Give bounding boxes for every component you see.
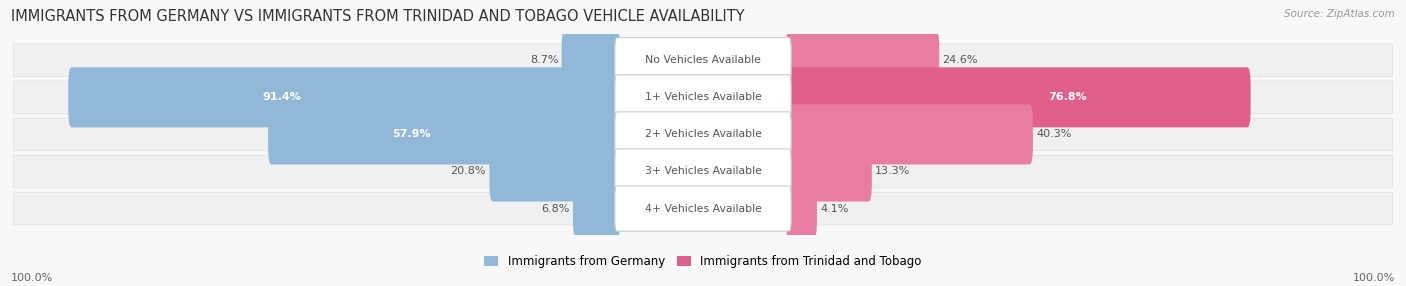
FancyBboxPatch shape: [489, 142, 620, 202]
FancyBboxPatch shape: [614, 38, 792, 83]
Text: 100.0%: 100.0%: [11, 273, 53, 283]
FancyBboxPatch shape: [614, 186, 792, 231]
FancyBboxPatch shape: [561, 30, 620, 90]
Text: 40.3%: 40.3%: [1036, 130, 1071, 139]
Text: 13.3%: 13.3%: [875, 166, 911, 176]
Text: IMMIGRANTS FROM GERMANY VS IMMIGRANTS FROM TRINIDAD AND TOBAGO VEHICLE AVAILABIL: IMMIGRANTS FROM GERMANY VS IMMIGRANTS FR…: [11, 9, 745, 23]
Text: 76.8%: 76.8%: [1049, 92, 1087, 102]
Legend: Immigrants from Germany, Immigrants from Trinidad and Tobago: Immigrants from Germany, Immigrants from…: [479, 250, 927, 273]
FancyBboxPatch shape: [14, 118, 1392, 151]
Text: No Vehicles Available: No Vehicles Available: [645, 55, 761, 65]
Text: 4+ Vehicles Available: 4+ Vehicles Available: [644, 204, 762, 214]
Text: 2+ Vehicles Available: 2+ Vehicles Available: [644, 130, 762, 139]
Text: 24.6%: 24.6%: [942, 55, 979, 65]
FancyBboxPatch shape: [14, 44, 1392, 77]
Text: 3+ Vehicles Available: 3+ Vehicles Available: [644, 166, 762, 176]
Text: 57.9%: 57.9%: [392, 130, 432, 139]
Text: 6.8%: 6.8%: [541, 204, 569, 214]
Text: 8.7%: 8.7%: [530, 55, 558, 65]
Text: 20.8%: 20.8%: [450, 166, 486, 176]
FancyBboxPatch shape: [786, 67, 1250, 127]
FancyBboxPatch shape: [786, 142, 872, 202]
FancyBboxPatch shape: [14, 192, 1392, 225]
FancyBboxPatch shape: [14, 155, 1392, 188]
FancyBboxPatch shape: [69, 67, 620, 127]
Text: 100.0%: 100.0%: [1353, 273, 1395, 283]
Text: 1+ Vehicles Available: 1+ Vehicles Available: [644, 92, 762, 102]
Text: Source: ZipAtlas.com: Source: ZipAtlas.com: [1284, 9, 1395, 19]
FancyBboxPatch shape: [614, 75, 792, 120]
FancyBboxPatch shape: [269, 104, 620, 164]
Text: 4.1%: 4.1%: [820, 204, 849, 214]
FancyBboxPatch shape: [14, 81, 1392, 114]
FancyBboxPatch shape: [786, 178, 817, 239]
Text: 91.4%: 91.4%: [263, 92, 301, 102]
FancyBboxPatch shape: [574, 178, 620, 239]
FancyBboxPatch shape: [614, 149, 792, 194]
FancyBboxPatch shape: [786, 30, 939, 90]
FancyBboxPatch shape: [614, 112, 792, 157]
FancyBboxPatch shape: [786, 104, 1033, 164]
